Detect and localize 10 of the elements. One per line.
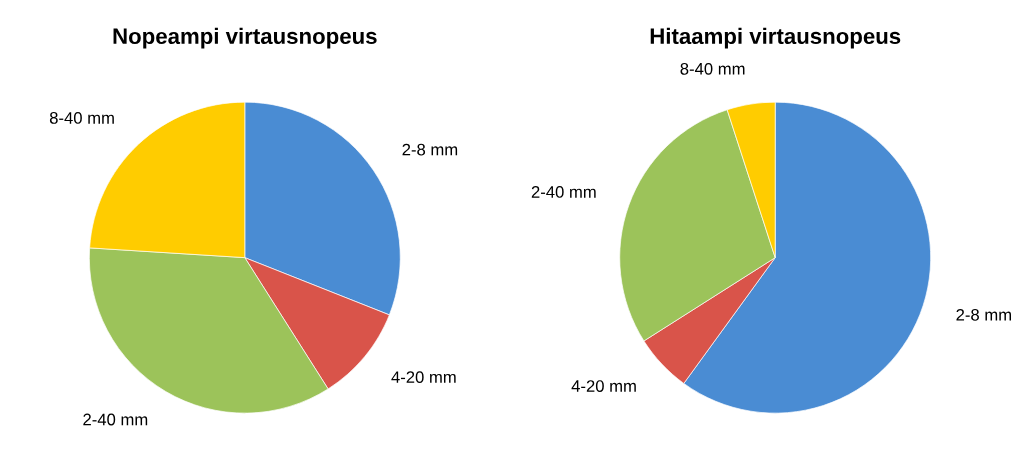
slice-label: 8-40 mm xyxy=(680,62,745,75)
slice-label: 4-20 mm xyxy=(391,371,456,384)
slice-label: 2-8 mm xyxy=(956,308,1011,321)
slice-label: 2-8 mm xyxy=(402,143,458,156)
chart-title: Hitaampi virtausnopeus xyxy=(650,27,901,49)
slice-label: 2-40 mm xyxy=(531,186,596,198)
slice-label: 4-20 mm xyxy=(571,380,636,392)
chart-title: Nopeampi virtausnopeus xyxy=(113,27,377,49)
slice-label: 2-40 mm xyxy=(83,413,148,426)
slice-label: 8-40 mm xyxy=(49,112,114,124)
